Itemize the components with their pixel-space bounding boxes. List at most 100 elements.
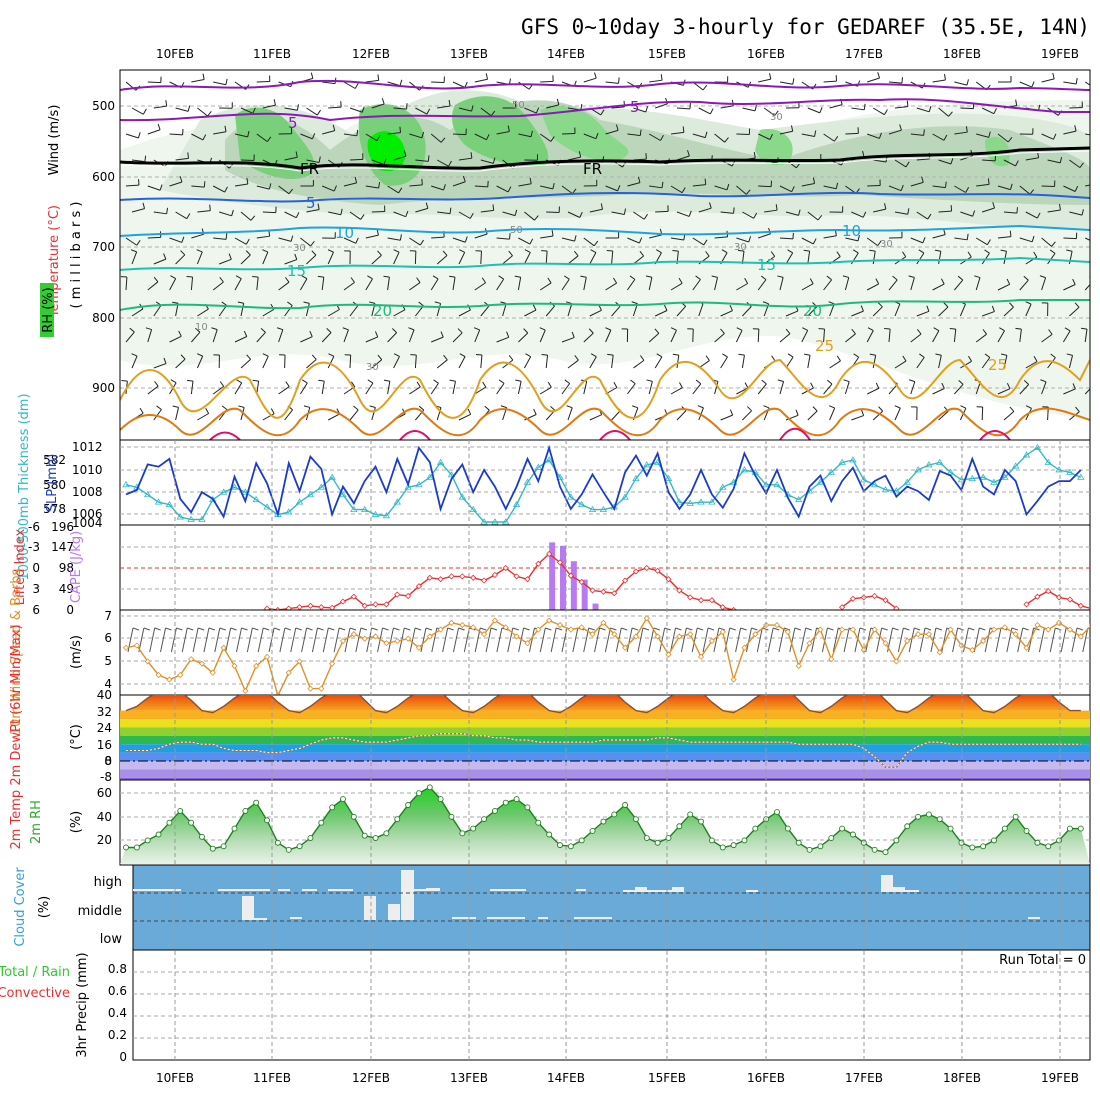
wind-barb-flag bbox=[443, 354, 448, 361]
wind-barb-flag bbox=[327, 249, 334, 253]
wind-barb bbox=[169, 237, 182, 243]
cape-axis-label: CAPE (J/kg) bbox=[69, 531, 84, 603]
wind-barb-flag bbox=[828, 301, 835, 305]
wind-barb bbox=[1091, 362, 1100, 368]
wind-barb bbox=[436, 303, 442, 317]
lifted-index-point bbox=[589, 587, 596, 594]
wind-barb bbox=[670, 282, 683, 291]
wind-barb bbox=[938, 210, 952, 213]
wind-barb bbox=[131, 208, 145, 213]
wind-barb bbox=[175, 107, 189, 112]
wind-barb bbox=[997, 133, 1009, 143]
thickness-point bbox=[241, 488, 250, 495]
wind10-barb-flag bbox=[1076, 627, 1084, 631]
wind10-point bbox=[1045, 626, 1052, 633]
wind-barb bbox=[938, 159, 952, 165]
rh2m-point bbox=[882, 849, 889, 856]
wind-barb-flag bbox=[729, 305, 733, 311]
wind10-barb bbox=[962, 627, 969, 653]
wind-barb bbox=[867, 77, 880, 83]
thickness-point bbox=[1077, 473, 1085, 480]
rh2m-tick: 60 bbox=[97, 786, 112, 800]
wind10-point bbox=[914, 631, 922, 638]
wind-barb bbox=[938, 306, 949, 317]
rh2m-point bbox=[491, 807, 498, 814]
wind-barb-flag bbox=[556, 98, 560, 105]
thickness-point bbox=[502, 518, 510, 525]
wind10-point bbox=[904, 637, 911, 645]
thickness-point bbox=[773, 481, 781, 488]
thickness-point bbox=[849, 456, 857, 463]
wind-barb bbox=[262, 104, 276, 109]
wind-barb bbox=[561, 337, 575, 343]
wind10-point bbox=[1077, 633, 1084, 640]
wind-barb-flag bbox=[753, 151, 756, 159]
wind-barb-flag bbox=[588, 328, 594, 334]
wind-barb-flag bbox=[600, 109, 605, 116]
wind-barb bbox=[190, 381, 194, 395]
wind10-barb bbox=[409, 627, 416, 653]
wind10-barb-flag bbox=[154, 627, 161, 631]
wind-barb bbox=[1062, 330, 1071, 343]
wind10-barb-flag bbox=[903, 627, 910, 631]
wind-barb-flag bbox=[637, 176, 641, 183]
wind-barb-flag bbox=[901, 77, 903, 84]
wind-barb-flag bbox=[219, 276, 224, 283]
wind10-point bbox=[394, 637, 401, 645]
wind-barb-flag bbox=[416, 381, 421, 388]
wind-barb-flag bbox=[332, 124, 336, 131]
wind10-barb-flag bbox=[404, 627, 411, 631]
wind10-barb-flag bbox=[935, 627, 943, 631]
wind-barb-flag bbox=[769, 73, 772, 80]
wind-barb bbox=[240, 303, 245, 317]
wind-barb-flag bbox=[1009, 230, 1012, 237]
wind-barb bbox=[371, 254, 382, 265]
wind-barb-flag bbox=[966, 233, 969, 240]
wind-barb-flag bbox=[288, 188, 293, 195]
wind10-barb-flag bbox=[675, 627, 682, 631]
wind-barb-flag bbox=[919, 353, 925, 358]
precip-tick: 0.8 bbox=[108, 962, 127, 976]
wind-barb bbox=[191, 331, 201, 343]
wind-barb-flag bbox=[869, 353, 876, 356]
wind-barb bbox=[605, 329, 612, 343]
wind10-point bbox=[697, 653, 705, 660]
lifted-index-point bbox=[535, 560, 542, 567]
wind-barb-flag bbox=[607, 353, 614, 356]
wind10-barb bbox=[138, 627, 145, 653]
wind10-barb bbox=[550, 627, 557, 653]
wind-barb-flag bbox=[679, 382, 683, 388]
wind-barb-flag bbox=[646, 379, 653, 382]
wind-barb bbox=[932, 234, 946, 239]
wind-barb-flag bbox=[618, 77, 620, 84]
wind10-barb bbox=[301, 627, 308, 653]
cape-tick: 49 bbox=[59, 582, 74, 596]
wind10-barb bbox=[387, 627, 394, 653]
wind-barb bbox=[306, 159, 320, 163]
wind-barb bbox=[866, 387, 880, 395]
rh2m-point bbox=[437, 796, 444, 803]
wind-barb bbox=[409, 282, 421, 291]
wind-barb-flag bbox=[419, 239, 424, 246]
wind-barb bbox=[365, 234, 379, 239]
rh2m-point bbox=[242, 807, 249, 814]
wind-barb-flag bbox=[643, 214, 648, 220]
rh2m-point bbox=[687, 811, 694, 818]
wind-barb-flag bbox=[550, 405, 556, 411]
cloud-row-label: middle bbox=[78, 904, 122, 919]
wind10-point bbox=[871, 626, 878, 633]
wind-barb bbox=[196, 251, 203, 265]
wind-barb bbox=[960, 211, 973, 217]
wind10-barb-flag bbox=[1033, 627, 1040, 631]
wind10-barb-flag bbox=[349, 627, 357, 631]
wind-barb-flag bbox=[500, 405, 507, 409]
wind-barb bbox=[518, 81, 530, 90]
wind-barb bbox=[626, 279, 636, 291]
wind-barb bbox=[567, 359, 579, 369]
wind-barb bbox=[240, 254, 251, 265]
wind-barb-flag bbox=[383, 379, 390, 382]
wind-barb bbox=[714, 185, 728, 191]
wind10-barb bbox=[908, 627, 915, 653]
wind-barb-flag bbox=[600, 203, 604, 210]
rh2m-tick: 40 bbox=[97, 810, 112, 824]
